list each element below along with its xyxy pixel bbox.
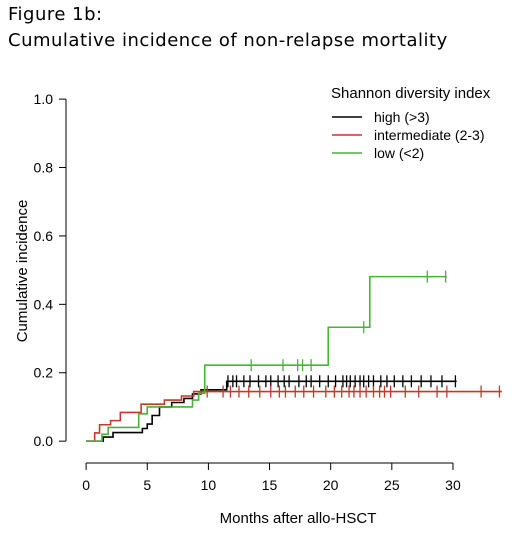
y-tick-label: 1.0 [34, 91, 54, 107]
y-tick-label: 0.6 [34, 228, 54, 244]
y-tick-label: 0.8 [34, 160, 54, 176]
plot-series [86, 270, 502, 442]
y-axis-label: Cumulative incidence [14, 200, 31, 343]
figure-label: Figure 1b: [8, 4, 103, 25]
y-tick-label: 0.2 [34, 365, 54, 381]
legend: Shannon diversity index high (>3) intermed… [331, 85, 491, 161]
x-tick-label: 15 [262, 477, 278, 493]
legend-title: Shannon diversity index [331, 85, 491, 102]
legend-entry: high (>3) [374, 109, 430, 125]
x-tick-label: 5 [143, 477, 151, 493]
series-intermediate [86, 385, 502, 442]
legend-entry: intermediate (2-3) [374, 127, 485, 143]
x-axis-label: Months after allo-HSCT [220, 510, 377, 527]
x-tick-label: 30 [445, 477, 461, 493]
x-tick-label: 10 [201, 477, 217, 493]
series-line-intermediate [86, 390, 502, 442]
series-line-low [86, 275, 447, 442]
series-low [86, 270, 447, 442]
y-tick-label: 0.4 [34, 296, 54, 312]
x-tick-label: 0 [82, 477, 90, 493]
legend-entry: low (<2) [374, 145, 424, 161]
y-tick-label: 0.0 [34, 433, 54, 449]
plot-axes: 0 5 10 15 20 25 30 0.0 0.2 0.4 0.6 0.8 1.0 [34, 91, 461, 493]
x-tick-label: 25 [384, 477, 400, 493]
figure-title: Cumulative incidence of non-relapse mort… [8, 30, 448, 51]
x-tick-label: 20 [323, 477, 339, 493]
